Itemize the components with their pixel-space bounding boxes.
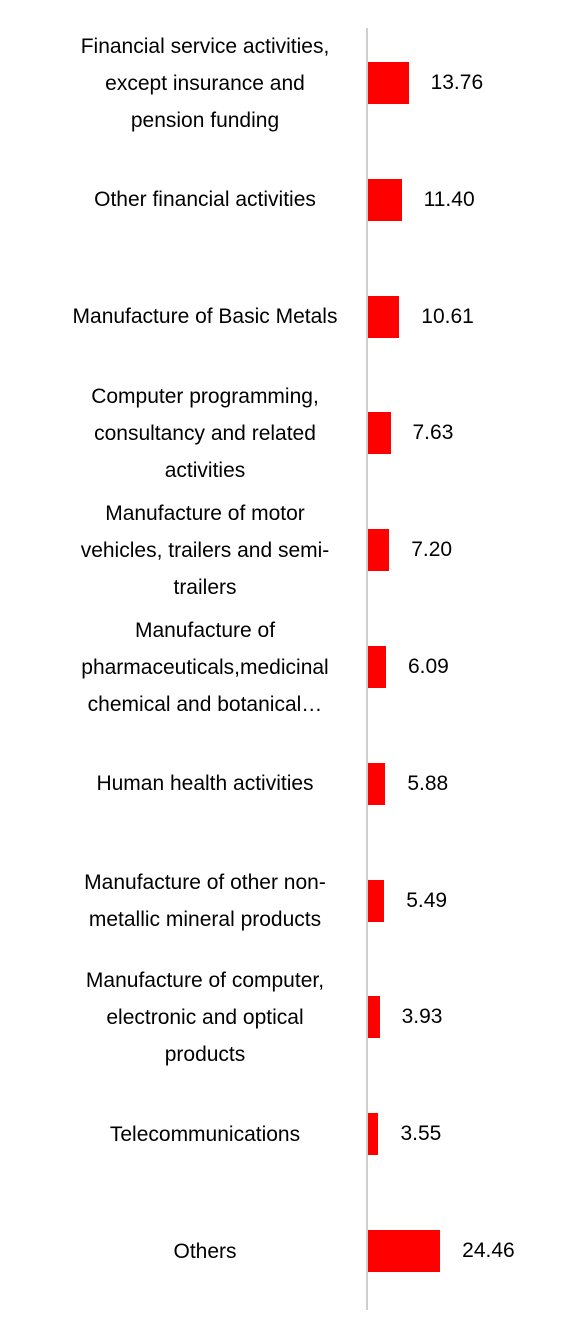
category-label: Manufacture of motor vehicles, trailers a… (60, 495, 350, 606)
category-label-line: pension funding (130, 108, 280, 132)
category-label-line: Manufacture of Basic Metals (72, 305, 338, 329)
data-label: 13.76 (430, 71, 484, 94)
category-label: Others (60, 1233, 350, 1270)
data-label: 3.93 (401, 1005, 443, 1029)
category-label-line: Telecommunications (109, 1122, 301, 1146)
bar (368, 295, 400, 338)
bar (368, 879, 385, 922)
category-label-line: Human health activities (96, 772, 314, 796)
category-label-line: metallic mineral products (88, 907, 322, 931)
category-label-line: consultancy and related (94, 421, 316, 445)
category-label: Computer programming, consultancy and rel… (60, 378, 350, 489)
data-label: 10.61 (421, 304, 474, 328)
data-label: 5.49 (406, 888, 448, 912)
category-label-line: Manufacture of motor (105, 501, 305, 525)
category-label: Human health activities (60, 765, 350, 802)
category-label: Manufacture of other non-metallic minera… (60, 864, 350, 938)
category-label-line: Manufacture of other non- (84, 870, 326, 894)
category-label: Manufacture of Basic Metals (60, 298, 350, 335)
category-label-line: pharmaceuticals,medicinal (81, 655, 329, 679)
category-axis-line (366, 28, 368, 1310)
data-label: 3.55 (400, 1122, 442, 1146)
category-label: Manufacture of computer, electronic and o… (60, 962, 350, 1073)
category-label-line: vehicles, trailers and semi- (80, 538, 330, 562)
category-label-line: Manufacture of (134, 618, 276, 642)
category-label-line: Others (173, 1239, 237, 1263)
data-label: 6.09 (407, 655, 449, 678)
bar (368, 412, 391, 455)
bar (368, 62, 409, 104)
bar (368, 1230, 441, 1272)
category-label: Telecommunications (60, 1116, 350, 1153)
bar (368, 1113, 379, 1156)
data-label: 24.46 (462, 1239, 515, 1262)
category-label-line: electronic and optical (106, 1005, 304, 1029)
data-label: 11.40 (423, 187, 475, 211)
bar (368, 762, 386, 805)
category-label-line: products (164, 1042, 246, 1066)
category-label-line: Other financial activities (94, 188, 316, 212)
bar (368, 529, 390, 572)
category-label: Other financial activities (60, 181, 350, 218)
bar (368, 646, 386, 688)
category-label-line: Computer programming, (91, 384, 319, 408)
bar (368, 996, 380, 1039)
data-label: 5.88 (407, 771, 449, 795)
category-label-line: trailers (173, 575, 237, 599)
category-label: Financial service activities, except insu… (60, 28, 350, 139)
data-label: 7.20 (411, 538, 453, 562)
category-label-line: chemical and botanical… (87, 692, 323, 716)
category-label-line: Financial service activities, (80, 34, 330, 58)
bar (368, 178, 402, 221)
category-label-line: Manufacture of computer, (85, 968, 325, 992)
category-label-line: activities (164, 458, 246, 482)
category-label-line: except insurance and (105, 71, 305, 95)
category-label: Manufacture of pharmaceuticals,medicinal c… (60, 612, 350, 723)
data-label: 7.63 (412, 421, 454, 445)
